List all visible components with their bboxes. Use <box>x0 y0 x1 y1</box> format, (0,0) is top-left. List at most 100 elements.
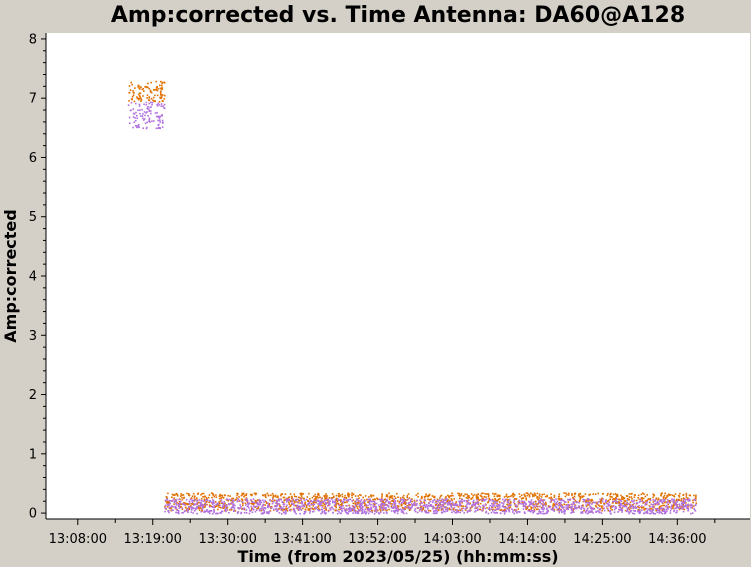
data-point <box>586 507 589 510</box>
data-point <box>399 497 402 499</box>
data-point <box>518 500 521 503</box>
data-point <box>162 121 164 124</box>
data-point <box>556 508 559 511</box>
data-point <box>193 500 196 502</box>
data-point <box>399 508 402 511</box>
data-point <box>391 495 394 497</box>
data-point <box>673 495 675 497</box>
data-point <box>278 508 280 510</box>
data-point <box>658 512 660 514</box>
data-point <box>543 499 546 501</box>
data-point <box>629 501 632 503</box>
data-point <box>184 502 186 504</box>
data-point <box>264 499 266 502</box>
data-point <box>591 498 593 501</box>
data-point <box>496 495 498 498</box>
data-point <box>350 510 352 512</box>
data-point <box>329 507 331 510</box>
data-point <box>167 502 169 504</box>
data-point <box>138 95 141 97</box>
data-point <box>196 501 198 504</box>
data-point <box>253 502 256 505</box>
data-point <box>298 496 300 499</box>
y-tick-label: 8 <box>29 32 37 47</box>
data-point <box>524 512 526 515</box>
data-point <box>368 509 370 512</box>
data-point <box>560 502 562 504</box>
data-point <box>282 501 285 504</box>
data-point <box>349 508 351 510</box>
data-point <box>661 512 664 515</box>
data-point <box>619 504 622 506</box>
data-point <box>404 508 407 510</box>
data-point <box>654 504 657 506</box>
data-point <box>230 509 233 511</box>
data-point <box>362 500 365 503</box>
data-point <box>571 493 573 495</box>
data-point <box>599 508 602 511</box>
data-point <box>648 501 651 504</box>
data-point <box>245 497 248 499</box>
data-point <box>510 502 512 504</box>
data-point <box>347 512 349 515</box>
data-point <box>599 505 601 507</box>
data-point <box>145 127 148 130</box>
data-point <box>527 493 530 496</box>
data-point <box>619 498 621 501</box>
data-point <box>371 500 373 503</box>
data-point <box>379 511 382 514</box>
data-point <box>583 509 585 512</box>
data-point <box>144 114 146 117</box>
data-point <box>390 505 393 507</box>
data-point <box>411 500 414 503</box>
data-point <box>348 504 350 507</box>
data-point <box>498 505 501 507</box>
data-point <box>315 499 317 501</box>
data-point <box>534 493 536 496</box>
data-point <box>358 497 360 499</box>
data-point <box>649 506 651 508</box>
data-point <box>581 496 584 498</box>
data-point <box>497 508 500 510</box>
data-point <box>303 513 305 515</box>
data-point <box>395 505 397 507</box>
data-point <box>652 493 654 496</box>
data-point <box>465 505 468 508</box>
data-point <box>511 494 513 497</box>
data-point <box>155 89 158 91</box>
data-point <box>475 506 478 509</box>
data-point <box>299 512 301 515</box>
data-point <box>184 504 186 506</box>
data-point <box>148 102 151 105</box>
data-point <box>292 503 295 506</box>
data-point <box>626 499 628 502</box>
data-point <box>132 126 134 129</box>
data-point <box>588 502 590 504</box>
data-point <box>288 496 290 499</box>
data-point <box>566 493 568 496</box>
data-point <box>393 510 396 512</box>
data-point <box>394 510 397 512</box>
data-point <box>621 496 624 498</box>
data-point <box>303 503 305 506</box>
data-point <box>590 508 593 511</box>
data-point <box>264 504 266 506</box>
data-point <box>682 508 684 510</box>
data-point <box>169 500 172 502</box>
data-point <box>163 103 166 106</box>
data-point <box>570 505 572 508</box>
data-point <box>352 512 354 514</box>
data-point <box>563 500 565 502</box>
data-point <box>180 503 182 505</box>
data-point <box>213 509 215 511</box>
data-point <box>643 501 646 504</box>
data-point <box>362 506 364 509</box>
data-point <box>353 508 355 511</box>
data-point <box>283 507 285 510</box>
data-point <box>161 87 164 89</box>
data-point <box>312 505 314 507</box>
data-point <box>266 502 268 504</box>
data-point <box>550 493 552 495</box>
data-point <box>486 507 488 509</box>
data-point <box>345 497 347 499</box>
